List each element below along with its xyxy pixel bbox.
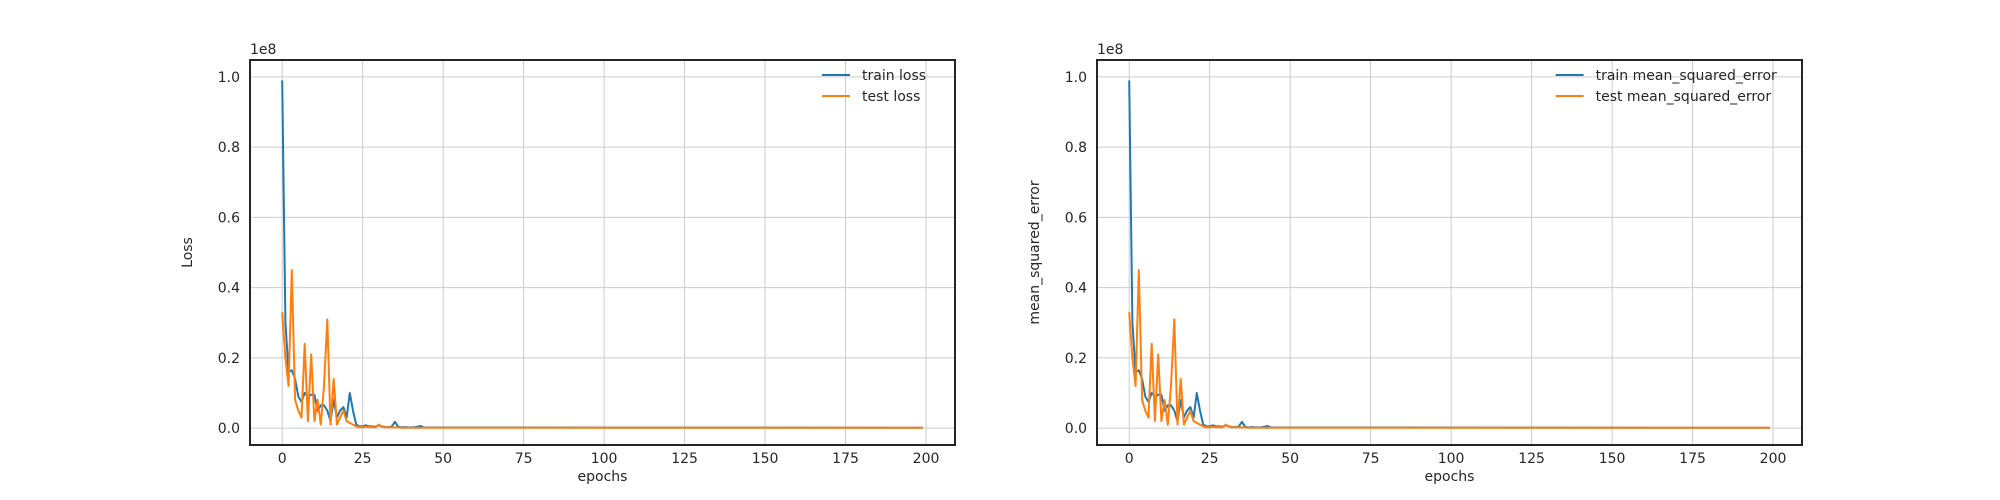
y-tick-label: 0.2 [1065, 351, 1087, 367]
axes-frame [249, 59, 956, 446]
x-tick-label: 100 [591, 451, 618, 467]
y-offset-label: 1e8 [250, 42, 276, 58]
legend-label: test mean_squared_error [1596, 89, 1772, 105]
x-axis-label: epochs [578, 469, 628, 485]
y-tick-label: 0.8 [218, 140, 240, 156]
y-tick-label: 1.0 [218, 70, 240, 86]
y-tick-label: 0.6 [218, 210, 240, 226]
legend-label: train loss [862, 68, 926, 84]
chart-panel-2: 0 25 50 75 100 125 150 175 200 0.0 0.2 0.4 0.6 0.8 1.0… [1027, 42, 1803, 485]
y-tick-label: 1.0 [1065, 70, 1087, 86]
x-tick-label: 175 [1679, 451, 1706, 467]
x-tick-label: 25 [354, 451, 372, 467]
y-tick-label: 0.0 [218, 421, 240, 437]
x-tick-label: 150 [752, 451, 779, 467]
y-tick-label: 0.4 [218, 281, 240, 297]
axes-frame [1096, 59, 1803, 446]
x-tick-label: 100 [1438, 451, 1465, 467]
legend-label: train mean_squared_error [1596, 68, 1777, 84]
x-tick-label: 200 [1760, 451, 1787, 467]
y-tick-label: 0.4 [1065, 281, 1087, 297]
y-tick-label: 0.0 [1065, 421, 1087, 437]
series-line-test [1128, 269, 1770, 429]
x-tick-label: 200 [913, 451, 940, 467]
x-tick-label: 150 [1599, 451, 1626, 467]
x-tick-label: 50 [1281, 451, 1299, 467]
x-tick-label: 75 [515, 451, 533, 467]
x-tick-label: 50 [434, 451, 452, 467]
plot-area [250, 60, 955, 445]
y-axis-label: Loss [180, 237, 196, 268]
x-tick-label: 25 [1201, 451, 1219, 467]
y-tick-label: 0.6 [1065, 210, 1087, 226]
x-tick-label: 0 [278, 451, 287, 467]
legend-label: test loss [862, 89, 920, 105]
chart-panel-1: 0 25 50 75 100 125 150 175 200 0.0 0.2 0.4 0.6 0.8 1.0… [180, 42, 956, 485]
x-tick-label: 125 [1518, 451, 1545, 467]
series-line-test [281, 269, 923, 429]
x-tick-label: 75 [1362, 451, 1380, 467]
y-tick-label: 0.8 [1065, 140, 1087, 156]
x-axis-label: epochs [1425, 469, 1475, 485]
x-tick-label: 0 [1125, 451, 1134, 467]
legend: train loss test loss [822, 68, 926, 105]
y-axis-label: mean_squared_error [1027, 180, 1043, 324]
y-offset-label: 1e8 [1097, 42, 1123, 58]
x-tick-label: 175 [832, 451, 859, 467]
x-tick-label: 125 [671, 451, 698, 467]
y-tick-label: 0.2 [218, 351, 240, 367]
plot-area [1097, 60, 1802, 445]
